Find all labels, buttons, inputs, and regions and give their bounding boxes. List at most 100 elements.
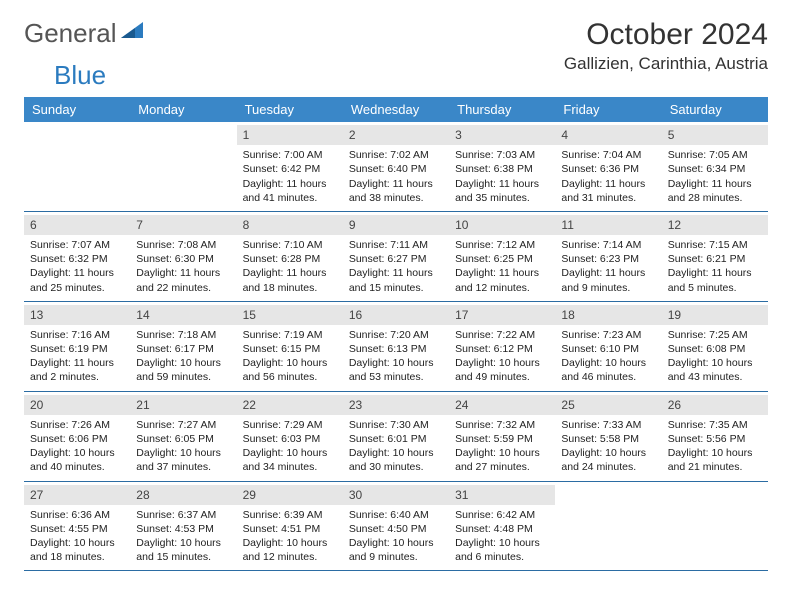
day-cell: 15Sunrise: 7:19 AMSunset: 6:15 PMDayligh… — [237, 302, 343, 391]
day-number: 29 — [237, 485, 343, 505]
day-number — [662, 485, 768, 489]
day-details: Sunrise: 7:22 AMSunset: 6:12 PMDaylight:… — [455, 328, 549, 385]
day-details: Sunrise: 6:37 AMSunset: 4:53 PMDaylight:… — [136, 508, 230, 565]
day-details: Sunrise: 7:04 AMSunset: 6:36 PMDaylight:… — [561, 148, 655, 205]
day-details: Sunrise: 6:42 AMSunset: 4:48 PMDaylight:… — [455, 508, 549, 565]
day-cell: 13Sunrise: 7:16 AMSunset: 6:19 PMDayligh… — [24, 302, 130, 391]
day-cell: 22Sunrise: 7:29 AMSunset: 6:03 PMDayligh… — [237, 392, 343, 481]
day-details: Sunrise: 7:07 AMSunset: 6:32 PMDaylight:… — [30, 238, 124, 295]
day-details: Sunrise: 7:23 AMSunset: 6:10 PMDaylight:… — [561, 328, 655, 385]
day-details: Sunrise: 7:05 AMSunset: 6:34 PMDaylight:… — [668, 148, 762, 205]
day-details: Sunrise: 7:18 AMSunset: 6:17 PMDaylight:… — [136, 328, 230, 385]
day-header-monday: Monday — [130, 97, 236, 122]
day-details: Sunrise: 7:32 AMSunset: 5:59 PMDaylight:… — [455, 418, 549, 475]
logo-triangle-icon — [121, 22, 143, 45]
day-cell: 16Sunrise: 7:20 AMSunset: 6:13 PMDayligh… — [343, 302, 449, 391]
day-number — [130, 125, 236, 129]
day-cell: 4Sunrise: 7:04 AMSunset: 6:36 PMDaylight… — [555, 122, 661, 211]
day-number: 23 — [343, 395, 449, 415]
day-cell: 2 Sunrise: 7:02 AMSunset: 6:40 PMDaylight… — [343, 122, 449, 211]
day-cell: 23 Sunrise: 7:30 AMSunset: 6:01 PMDayligh… — [343, 392, 449, 481]
day-number: 19 — [662, 305, 768, 325]
day-cell: 5 Sunrise: 7:05 AMSunset: 6:34 PMDaylight… — [662, 122, 768, 211]
day-cell: 26Sunrise: 7:35 AMSunset: 5:56 PMDayligh… — [662, 392, 768, 481]
day-number: 21 — [130, 395, 236, 415]
day-number: 8 — [237, 215, 343, 235]
day-details: Sunrise: 7:33 AMSunset: 5:58 PMDaylight:… — [561, 418, 655, 475]
day-cell: 12Sunrise: 7:15 AMSunset: 6:21 PMDayligh… — [662, 212, 768, 301]
day-number: 22 — [237, 395, 343, 415]
day-details: Sunrise: 7:27 AMSunset: 6:05 PMDaylight:… — [136, 418, 230, 475]
day-number: 11 — [555, 215, 661, 235]
day-number: 10 — [449, 215, 555, 235]
day-cell: 11 Sunrise: 7:14 AMSunset: 6:23 PMDayligh… — [555, 212, 661, 301]
day-number: 3 — [449, 125, 555, 145]
day-number: 18 — [555, 305, 661, 325]
day-cell: 21 Sunrise: 7:27 AMSunset: 6:05 PMDayligh… — [130, 392, 236, 481]
day-cell-empty — [24, 122, 130, 211]
day-number: 24 — [449, 395, 555, 415]
day-cell: 7 Sunrise: 7:08 AMSunset: 6:30 PMDaylight… — [130, 212, 236, 301]
day-number: 25 — [555, 395, 661, 415]
day-header-sunday: Sunday — [24, 97, 130, 122]
day-details: Sunrise: 7:26 AMSunset: 6:06 PMDaylight:… — [30, 418, 124, 475]
title-block: October 2024 Gallizien, Carinthia, Austr… — [564, 18, 768, 74]
day-cell: 31 Sunrise: 6:42 AMSunset: 4:48 PMDayligh… — [449, 482, 555, 571]
day-header-thursday: Thursday — [449, 97, 555, 122]
day-number: 28 — [130, 485, 236, 505]
day-number: 27 — [24, 485, 130, 505]
day-cell: 29 Sunrise: 6:39 AMSunset: 4:51 PMDayligh… — [237, 482, 343, 571]
day-details: Sunrise: 7:08 AMSunset: 6:30 PMDaylight:… — [136, 238, 230, 295]
day-details: Sunrise: 7:02 AMSunset: 6:40 PMDaylight:… — [349, 148, 443, 205]
month-title: October 2024 — [564, 18, 768, 52]
day-number: 12 — [662, 215, 768, 235]
day-details: Sunrise: 6:36 AMSunset: 4:55 PMDaylight:… — [30, 508, 124, 565]
day-number: 5 — [662, 125, 768, 145]
day-cell: 17Sunrise: 7:22 AMSunset: 6:12 PMDayligh… — [449, 302, 555, 391]
week-row: 20 Sunrise: 7:26 AMSunset: 6:06 PMDayligh… — [24, 392, 768, 482]
day-cell: 6 Sunrise: 7:07 AMSunset: 6:32 PMDaylight… — [24, 212, 130, 301]
day-details: Sunrise: 7:00 AMSunset: 6:42 PMDaylight:… — [243, 148, 337, 205]
day-cell: 20 Sunrise: 7:26 AMSunset: 6:06 PMDayligh… — [24, 392, 130, 481]
day-details: Sunrise: 6:40 AMSunset: 4:50 PMDaylight:… — [349, 508, 443, 565]
day-number: 30 — [343, 485, 449, 505]
day-header-friday: Friday — [555, 97, 661, 122]
location-text: Gallizien, Carinthia, Austria — [564, 54, 768, 74]
day-number: 1 — [237, 125, 343, 145]
day-number — [555, 485, 661, 489]
day-number: 6 — [24, 215, 130, 235]
day-details: Sunrise: 7:30 AMSunset: 6:01 PMDaylight:… — [349, 418, 443, 475]
day-number: 2 — [343, 125, 449, 145]
day-number: 20 — [24, 395, 130, 415]
calendar: SundayMondayTuesdayWednesdayThursdayFrid… — [24, 97, 768, 571]
day-number — [24, 125, 130, 129]
day-cell: 19Sunrise: 7:25 AMSunset: 6:08 PMDayligh… — [662, 302, 768, 391]
day-number: 31 — [449, 485, 555, 505]
day-number: 9 — [343, 215, 449, 235]
day-number: 26 — [662, 395, 768, 415]
day-details: Sunrise: 7:14 AMSunset: 6:23 PMDaylight:… — [561, 238, 655, 295]
day-cell-empty — [555, 482, 661, 571]
day-cell: 9 Sunrise: 7:11 AMSunset: 6:27 PMDaylight… — [343, 212, 449, 301]
day-number: 13 — [24, 305, 130, 325]
day-details: Sunrise: 7:10 AMSunset: 6:28 PMDaylight:… — [243, 238, 337, 295]
day-number: 7 — [130, 215, 236, 235]
day-details: Sunrise: 7:20 AMSunset: 6:13 PMDaylight:… — [349, 328, 443, 385]
day-cell: 25 Sunrise: 7:33 AMSunset: 5:58 PMDayligh… — [555, 392, 661, 481]
day-cell: 3Sunrise: 7:03 AMSunset: 6:38 PMDaylight… — [449, 122, 555, 211]
day-details: Sunrise: 6:39 AMSunset: 4:51 PMDaylight:… — [243, 508, 337, 565]
logo: General — [24, 18, 145, 49]
day-cell: 18 Sunrise: 7:23 AMSunset: 6:10 PMDayligh… — [555, 302, 661, 391]
day-cell: 8 Sunrise: 7:10 AMSunset: 6:28 PMDaylight… — [237, 212, 343, 301]
day-header-tuesday: Tuesday — [237, 97, 343, 122]
day-header-wednesday: Wednesday — [343, 97, 449, 122]
day-details: Sunrise: 7:12 AMSunset: 6:25 PMDaylight:… — [455, 238, 549, 295]
day-header-row: SundayMondayTuesdayWednesdayThursdayFrid… — [24, 97, 768, 122]
day-cell: 14Sunrise: 7:18 AMSunset: 6:17 PMDayligh… — [130, 302, 236, 391]
day-cell-empty — [662, 482, 768, 571]
day-number: 15 — [237, 305, 343, 325]
week-row: 13Sunrise: 7:16 AMSunset: 6:19 PMDayligh… — [24, 302, 768, 392]
day-details: Sunrise: 7:11 AMSunset: 6:27 PMDaylight:… — [349, 238, 443, 295]
week-row: 1 Sunrise: 7:00 AMSunset: 6:42 PMDaylight… — [24, 122, 768, 212]
day-cell: 10 Sunrise: 7:12 AMSunset: 6:25 PMDayligh… — [449, 212, 555, 301]
